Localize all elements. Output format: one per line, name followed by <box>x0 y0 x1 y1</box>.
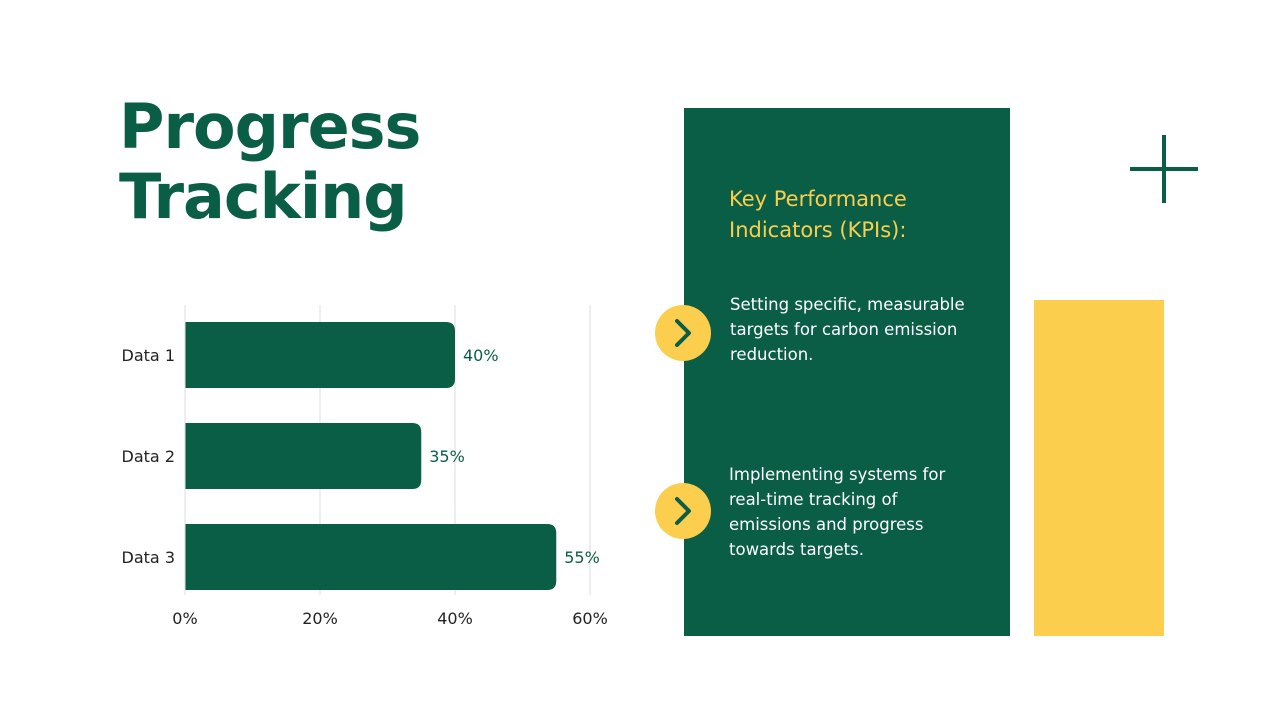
bar-2 <box>185 423 422 489</box>
kpi-bullet-2 <box>655 483 711 539</box>
decorative-yellow-bar <box>1034 300 1164 636</box>
chevron-right-icon <box>675 319 691 347</box>
category-label-2: Data 2 <box>122 447 175 466</box>
category-label-3: Data 3 <box>122 548 175 567</box>
kpi-heading: Key Performance Indicators (KPIs): <box>729 187 907 242</box>
progress-bar-chart: 0% 20% 40% 60% Data 1 40% Data 2 35% Data 3 55% <box>122 305 608 628</box>
value-label-1: 40% <box>463 346 499 365</box>
bar-3 <box>185 524 557 590</box>
plus-icon <box>1130 135 1198 203</box>
x-tick-label-3: 60% <box>572 609 608 628</box>
kpi-item-1: Setting specific, measurable targets for… <box>730 295 965 364</box>
kpi-bullet-1 <box>655 305 711 361</box>
page-title-line-2: Tracking <box>119 160 408 233</box>
page-title: Progress Tracking <box>119 90 421 233</box>
x-tick-label-0: 0% <box>172 609 197 628</box>
bar-1 <box>185 322 455 388</box>
x-tick-label-2: 40% <box>437 609 473 628</box>
page-title-line-1: Progress <box>119 90 421 163</box>
kpi-panel <box>684 108 1010 636</box>
category-label-1: Data 1 <box>122 346 175 365</box>
value-label-2: 35% <box>429 447 465 466</box>
kpi-item-2: Implementing systems for real-time track… <box>729 465 946 559</box>
x-tick-label-1: 20% <box>302 609 338 628</box>
chevron-right-icon <box>675 497 691 525</box>
value-label-3: 55% <box>564 548 600 567</box>
